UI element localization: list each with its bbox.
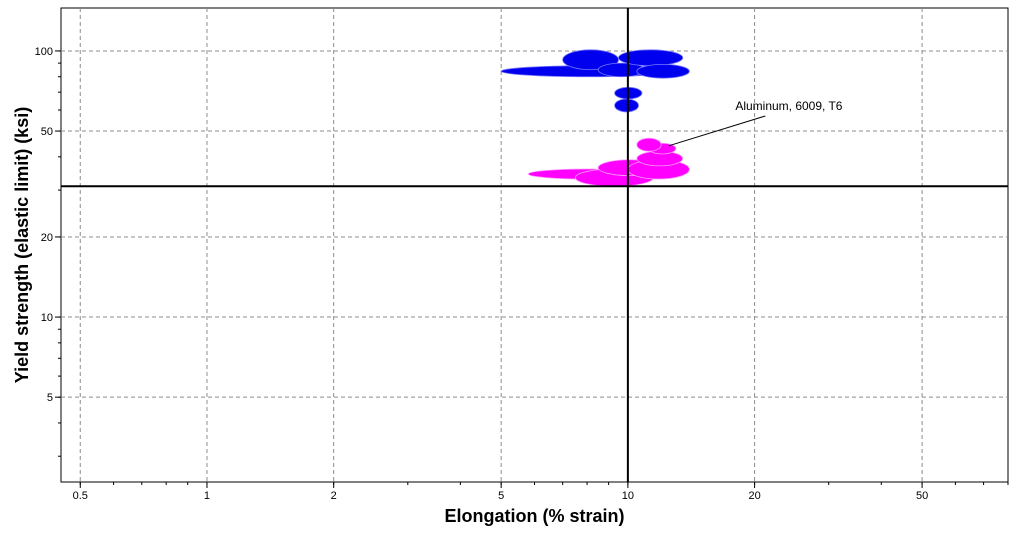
material-bubble[interactable] (636, 64, 690, 79)
x-tick-label: 20 (748, 490, 760, 502)
x-tick-label: 50 (916, 490, 928, 502)
x-axis-title: Elongation (% strain) (445, 506, 625, 526)
x-tick-label: 5 (498, 490, 504, 502)
annotation-label[interactable]: Aluminum, 6009, T6 (735, 99, 842, 113)
x-tick-label: 1 (204, 490, 210, 502)
annotation-leader-line (668, 115, 766, 147)
y-tick-label: 100 (35, 46, 53, 58)
y-tick-label: 5 (47, 392, 53, 404)
plot-area (60, 7, 1009, 483)
material-bubble[interactable] (614, 98, 639, 113)
x-tick-label: 10 (622, 490, 634, 502)
y-axis-title: Yield strength (elastic limit) (ksi) (12, 107, 32, 383)
material-bubble[interactable] (562, 49, 619, 71)
x-tick-label: 2 (331, 490, 337, 502)
y-tick-label: 10 (41, 312, 53, 324)
y-tick-label: 20 (41, 232, 53, 244)
material-bubble[interactable] (636, 137, 662, 152)
x-tick-label: 0.5 (73, 490, 88, 502)
y-tick-label: 50 (41, 126, 53, 138)
